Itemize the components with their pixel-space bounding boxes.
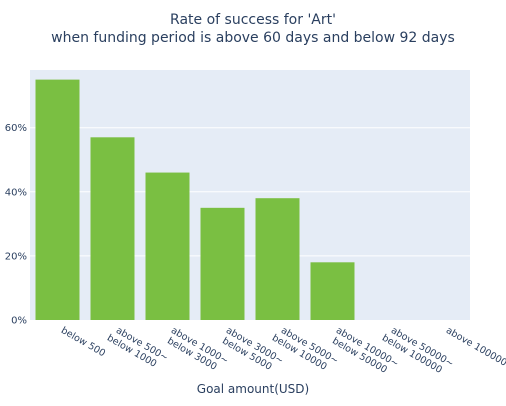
x-tick-label: below 500 [59,325,107,359]
x-axis-label: Goal amount(USD) [196,382,310,396]
x-tick-label: above 500~below 1000 [105,323,170,373]
y-axis-ticks: 0% 20% 40% 60% [5,123,27,326]
bars [35,79,355,320]
x-axis-ticks: below 500 above 500~below 1000 above 1000~… [59,323,506,379]
bar [90,137,135,320]
bar [255,198,300,320]
x-tick-label: above 50000~below 100000 [380,323,455,379]
x-tick-label: above 1000~below 3000 [164,325,231,376]
bar [35,79,80,320]
chart-title-line-1: Rate of success for 'Art' [170,12,336,28]
bar [200,207,245,320]
bar [145,172,190,320]
y-tick-label: 0% [11,316,27,327]
y-tick-label: 20% [5,251,27,262]
x-tick-label: above 5000~below 10000 [270,323,340,376]
y-tick-label: 40% [5,187,27,198]
bar [310,262,355,320]
chart-title-line-2: when funding period is above 60 days and… [51,30,455,46]
y-tick-label: 60% [5,123,27,134]
